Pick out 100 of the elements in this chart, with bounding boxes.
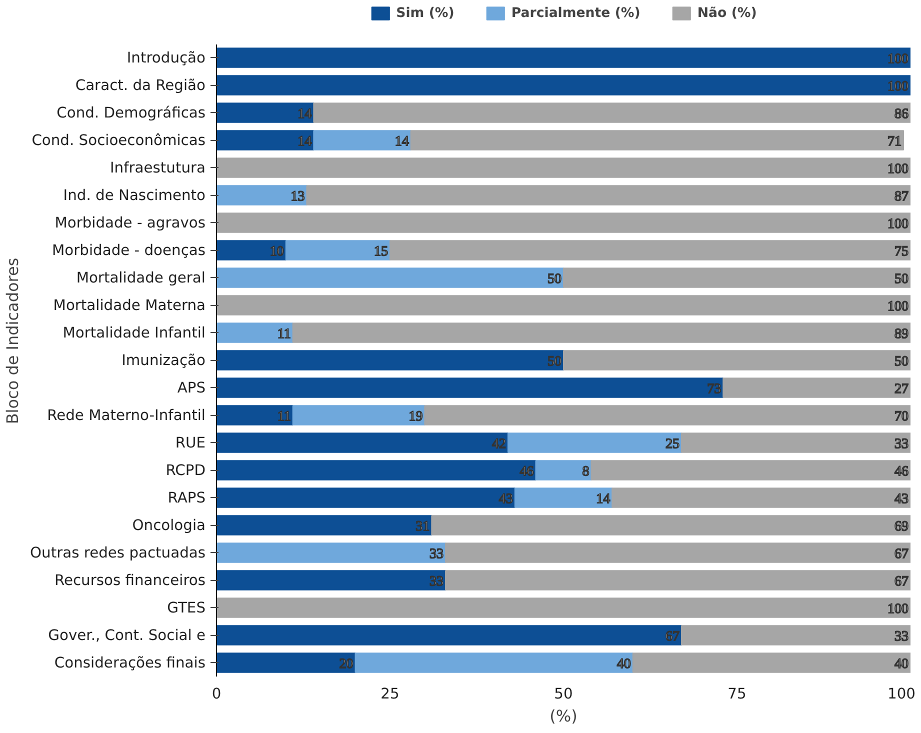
data-label: 20: [339, 656, 354, 672]
bar: [216, 542, 446, 563]
bar: [632, 652, 910, 673]
data-label: 100: [888, 602, 908, 617]
data-label: 8: [582, 464, 590, 480]
data-label: 100: [888, 299, 908, 314]
data-label: 100: [888, 79, 908, 94]
y-tick-label: Introdução: [126, 49, 206, 66]
bar: [216, 158, 910, 178]
data-label: 31: [416, 519, 430, 534]
bar: [514, 488, 613, 508]
y-tick-label: Ind. de Nascimento: [63, 186, 206, 204]
y-tick-label: Gover., Cont. Social e: [48, 626, 206, 644]
bar: [507, 432, 682, 453]
data-label: 89: [894, 326, 908, 342]
bar: [390, 240, 910, 260]
data-label: 40: [616, 656, 631, 672]
legend-label: Sim (%): [396, 6, 454, 20]
bar: [216, 432, 508, 453]
bar: [216, 405, 294, 426]
data-label: 13: [290, 189, 305, 204]
data-label: 40: [894, 656, 908, 672]
bar: [216, 652, 356, 673]
data-label: 14: [394, 134, 409, 150]
data-label: 50: [548, 272, 562, 287]
data-label: 25: [665, 436, 680, 452]
x-tick-label: 50: [554, 686, 573, 702]
x-tick-label: 25: [380, 686, 400, 702]
data-label: 33: [894, 436, 908, 452]
data-label: 87: [894, 189, 908, 204]
data-label: 86: [894, 106, 908, 122]
y-tick-label: Caract. da Região: [75, 76, 206, 94]
bar: [306, 185, 910, 206]
bar: [216, 350, 564, 370]
bar: [722, 378, 910, 398]
bar: [216, 625, 682, 646]
bar: [216, 102, 314, 123]
data-label: 70: [894, 409, 908, 424]
bar: [445, 542, 910, 563]
y-tick-label: Morbidade - agravos: [54, 214, 206, 232]
data-label: 14: [596, 492, 610, 507]
data-label: 33: [430, 574, 444, 590]
data-label: 43: [894, 492, 908, 507]
x-axis-title: (%): [550, 706, 578, 726]
y-tick-label: Mortalidade geral: [76, 269, 206, 286]
y-tick-label: RUE: [175, 434, 206, 452]
bar: [563, 350, 910, 370]
data-label: 11: [277, 409, 291, 424]
y-tick-label: Recursos financeiros: [54, 572, 206, 589]
bar: [216, 75, 910, 96]
bar: [292, 405, 426, 426]
data-label: 73: [707, 382, 722, 397]
bar: [216, 570, 446, 590]
bar: [680, 432, 910, 453]
bar: [680, 625, 910, 646]
data-label: 50: [894, 272, 908, 287]
data-label: 14: [298, 134, 312, 150]
legend-label: Não (%): [697, 6, 757, 20]
y-tick-label: Imunização: [122, 352, 206, 369]
bar: [216, 212, 910, 233]
y-tick-label: Oncologia: [132, 516, 206, 534]
bar: [216, 378, 724, 398]
y-tick-label: Rede Materno-Infantil: [47, 406, 206, 424]
x-tick-label: 100: [888, 686, 916, 702]
data-label: 10: [270, 244, 284, 260]
data-label: 33: [894, 629, 908, 644]
bar: [216, 268, 564, 288]
bar: [216, 598, 910, 618]
y-tick-label: Cond. Socioeconômicas: [32, 132, 206, 149]
bar: [431, 515, 910, 536]
data-label: 69: [894, 519, 908, 534]
bar: [612, 488, 910, 508]
y-tick-label: Infraestutura: [110, 159, 206, 176]
data-label: 46: [520, 464, 534, 480]
bar: [424, 405, 910, 426]
data-label: 67: [894, 546, 908, 562]
bar: [410, 130, 904, 150]
data-label: 15: [374, 244, 388, 260]
bar: [563, 268, 910, 288]
bar: [216, 185, 308, 206]
bar: [216, 130, 314, 150]
data-label: 14: [298, 106, 312, 122]
y-tick-label: Considerações finais: [54, 654, 206, 672]
y-tick-label: RAPS: [168, 489, 206, 506]
bar: [354, 652, 634, 673]
data-label: 100: [888, 162, 908, 177]
data-label: 100: [888, 216, 908, 232]
data-label: 33: [430, 546, 444, 562]
data-label: 42: [492, 436, 506, 452]
y-axis-title: Bloco de Indicadores: [3, 258, 22, 424]
bar: [535, 460, 592, 480]
bar: [313, 102, 910, 123]
data-label: 50: [548, 354, 562, 370]
bar: [292, 322, 910, 343]
data-label: 75: [894, 244, 908, 260]
data-label: 100: [888, 52, 908, 67]
data-label: 67: [894, 574, 908, 590]
data-label: 27: [894, 382, 908, 397]
bar: [216, 515, 432, 536]
y-tick-label: Outras redes pactuadas: [30, 544, 206, 562]
